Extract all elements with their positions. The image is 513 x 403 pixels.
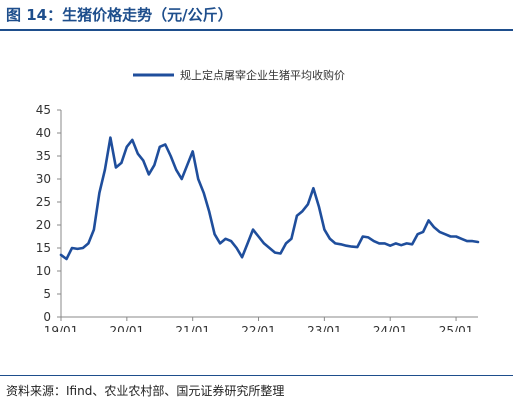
y-tick-label: 30 [36, 172, 51, 186]
y-tick-label: 20 [36, 218, 51, 232]
y-tick-label: 25 [36, 195, 51, 209]
y-tick-label: 15 [36, 241, 51, 255]
axes: 0 5 10 15 20 25 30 35 40 45 19/01 20/01 21/01 22/01 23… [36, 103, 478, 332]
y-tick-label: 10 [36, 264, 51, 278]
legend-label: 规上定点屠宰企业生猪平均收购价 [180, 68, 345, 82]
line-chart: 规上定点屠宰企业生猪平均收购价 0 5 10 15 20 25 30 35 40 45 19/01 2… [36, 68, 480, 332]
y-tick-label: 40 [36, 126, 51, 140]
source-note: 资料来源：Ifind、农业农村部、国元证券研究所整理 [6, 384, 285, 398]
x-tick-label: 19/01 [44, 324, 79, 332]
x-tick-label: 23/01 [307, 324, 342, 332]
x-tick-label: 22/01 [241, 324, 276, 332]
y-tick-label: 45 [36, 103, 51, 117]
title-divider [0, 29, 513, 31]
legend: 规上定点屠宰企业生猪平均收购价 [133, 68, 345, 82]
x-tick-label: 20/01 [110, 324, 145, 332]
plot-area [59, 136, 480, 261]
y-tick-label: 0 [43, 310, 51, 324]
x-tick-label: 24/01 [373, 324, 408, 332]
figure-title: 图 14：生猪价格走势（元/公斤） [6, 6, 233, 24]
x-tick-label: 25/01 [439, 324, 474, 332]
footer-divider [0, 375, 513, 376]
y-tick-label: 5 [43, 287, 51, 301]
series-line [59, 136, 480, 261]
y-tick-label: 35 [36, 149, 51, 163]
x-tick-label: 21/01 [175, 324, 210, 332]
